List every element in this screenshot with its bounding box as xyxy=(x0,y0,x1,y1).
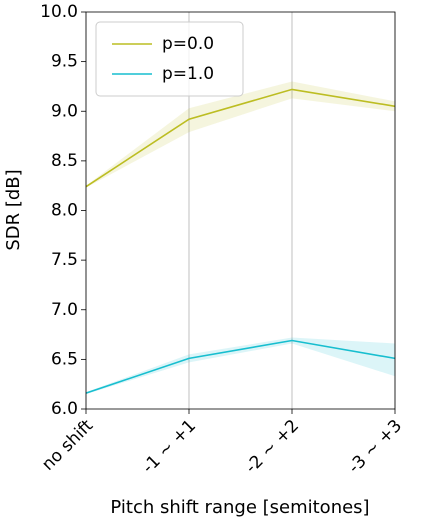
x-tick-label: no shift xyxy=(38,416,97,475)
y-axis-label: SDR [dB] xyxy=(3,169,24,250)
x-tick-label: -2 ~ +2 xyxy=(242,416,304,478)
y-tick-label: 6.0 xyxy=(51,399,78,419)
y-tick-label: 8.0 xyxy=(51,201,78,221)
y-tick-label: 6.5 xyxy=(51,349,78,369)
legend-box xyxy=(95,21,244,97)
y-tick-label: 7.5 xyxy=(51,250,78,270)
plot-frame xyxy=(85,11,396,410)
legend-label: p=0.0 xyxy=(162,34,214,54)
confidence-band xyxy=(86,81,395,188)
y-tick-label: 10.0 xyxy=(40,2,78,22)
x-tick-label: -1 ~ +1 xyxy=(139,416,201,478)
series-line xyxy=(85,339,396,394)
x-axis-label: Pitch shift range [semitones] xyxy=(110,497,369,518)
y-tick-label: 7.0 xyxy=(51,300,78,320)
y-tick-label: 8.5 xyxy=(51,151,78,171)
series-line xyxy=(85,88,396,188)
legend-label: p=1.0 xyxy=(162,64,214,84)
y-tick-label: 9.0 xyxy=(51,101,78,121)
x-tick-label: -3 ~ +3 xyxy=(345,416,407,478)
y-tick-label: 9.5 xyxy=(51,52,78,72)
confidence-band xyxy=(86,337,395,395)
